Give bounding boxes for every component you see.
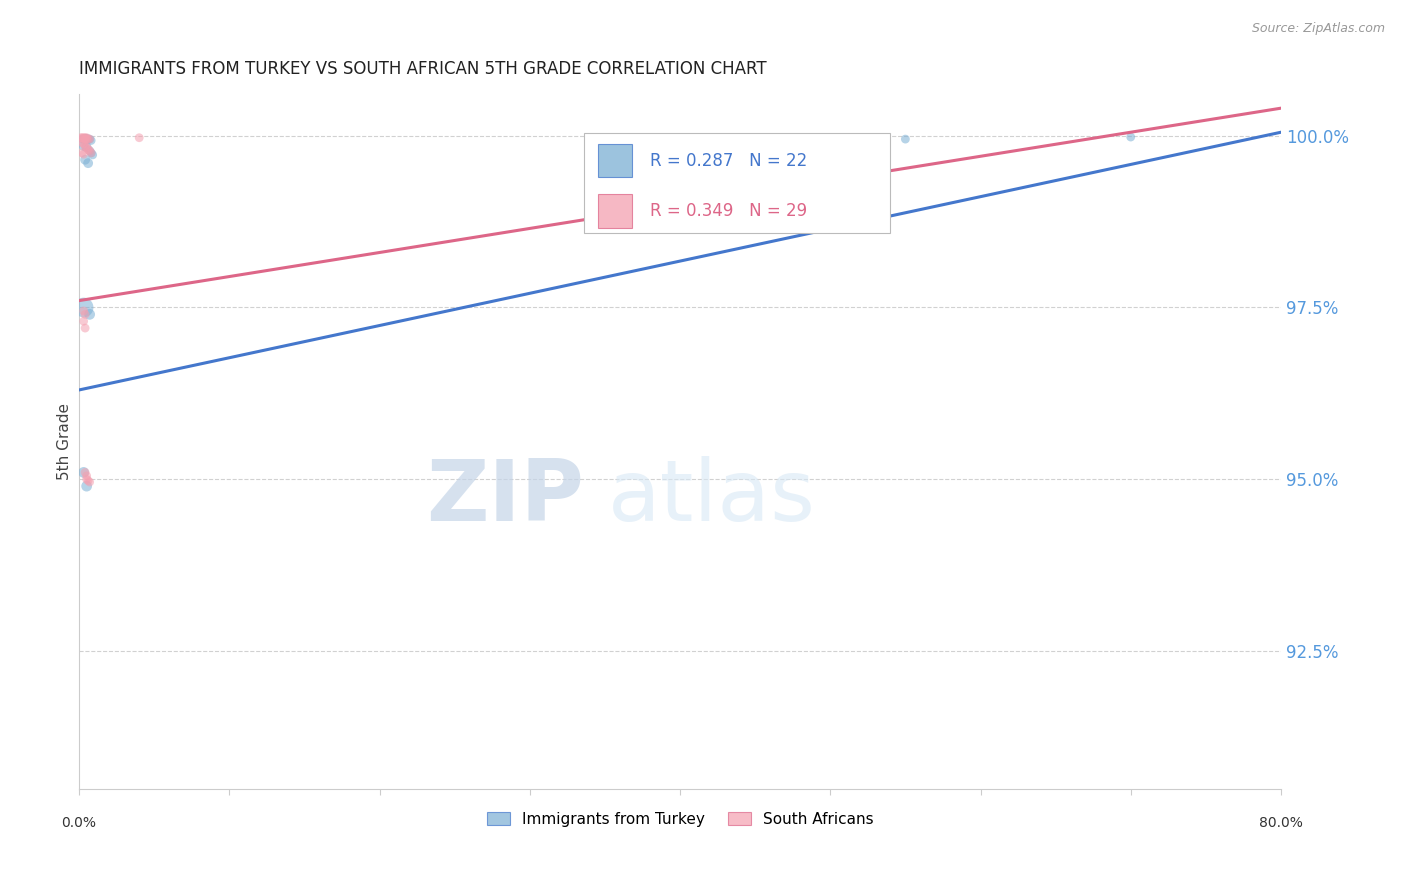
Point xyxy=(128,130,150,145)
Y-axis label: 5th Grade: 5th Grade xyxy=(58,403,72,480)
Text: IMMIGRANTS FROM TURKEY VS SOUTH AFRICAN 5TH GRADE CORRELATION CHART: IMMIGRANTS FROM TURKEY VS SOUTH AFRICAN … xyxy=(79,60,766,78)
Point xyxy=(70,130,93,145)
FancyBboxPatch shape xyxy=(583,133,890,233)
Point xyxy=(75,130,97,145)
Point xyxy=(72,132,94,146)
Point xyxy=(80,145,103,160)
Point xyxy=(72,301,94,315)
Text: 80.0%: 80.0% xyxy=(1258,816,1303,830)
Bar xyxy=(599,145,631,178)
Point xyxy=(72,132,94,146)
Legend: Immigrants from Turkey, South Africans: Immigrants from Turkey, South Africans xyxy=(481,805,880,833)
Point xyxy=(75,321,97,335)
Point xyxy=(72,466,94,480)
Point xyxy=(72,304,94,318)
Point xyxy=(75,139,97,153)
Text: ZIP: ZIP xyxy=(426,456,583,539)
Point xyxy=(70,132,93,146)
Point xyxy=(79,144,101,158)
Text: R = 0.287   N = 22: R = 0.287 N = 22 xyxy=(650,152,807,169)
Text: Source: ZipAtlas.com: Source: ZipAtlas.com xyxy=(1251,22,1385,36)
Point xyxy=(80,145,103,160)
Point xyxy=(76,479,98,493)
Point xyxy=(76,132,98,146)
Text: atlas: atlas xyxy=(607,456,815,539)
Point xyxy=(70,136,93,150)
Bar xyxy=(599,194,631,227)
Point xyxy=(72,147,94,161)
Point xyxy=(72,139,94,153)
Point xyxy=(75,153,97,167)
Point xyxy=(79,144,101,158)
Point xyxy=(77,143,100,157)
Point xyxy=(79,307,101,321)
Point xyxy=(76,140,98,154)
Point xyxy=(76,140,98,154)
Point xyxy=(76,130,98,145)
Point xyxy=(75,132,97,146)
Point xyxy=(75,307,97,321)
Point xyxy=(76,472,98,486)
Point xyxy=(77,474,100,488)
Point xyxy=(76,468,98,483)
Point xyxy=(82,148,104,162)
Point xyxy=(72,136,94,151)
Point xyxy=(79,132,101,146)
Point xyxy=(76,132,98,146)
Text: R = 0.349   N = 29: R = 0.349 N = 29 xyxy=(650,202,807,220)
Point xyxy=(77,156,100,170)
Point xyxy=(894,132,917,146)
Point xyxy=(75,132,97,146)
Point xyxy=(70,145,93,160)
Point xyxy=(75,132,97,146)
Point xyxy=(75,466,97,480)
Point xyxy=(76,132,98,146)
Point xyxy=(79,475,101,489)
Point xyxy=(72,130,94,145)
Point xyxy=(69,130,91,145)
Point xyxy=(80,133,103,147)
Point xyxy=(77,132,100,146)
Point xyxy=(77,132,100,146)
Point xyxy=(79,132,101,146)
Point xyxy=(1119,130,1142,145)
Point xyxy=(72,314,94,328)
Text: 0.0%: 0.0% xyxy=(62,816,97,830)
